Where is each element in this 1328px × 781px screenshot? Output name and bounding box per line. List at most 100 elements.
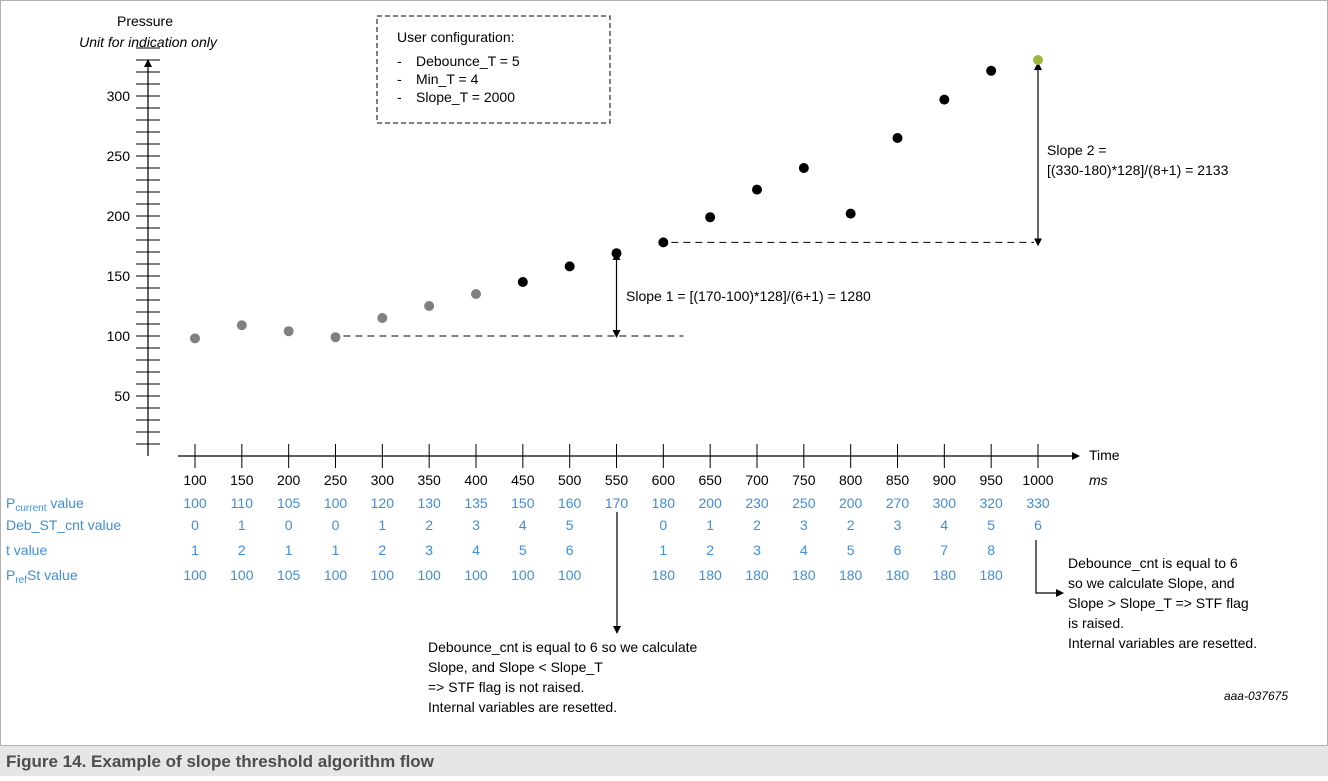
- table-cell-t-value: 6: [894, 542, 902, 558]
- table-cell-deb-st-cnt: 5: [987, 517, 995, 533]
- note2-connector: [1035, 540, 1064, 597]
- figure-id: aaa-037675: [1224, 689, 1288, 703]
- slope2-label-line1: Slope 2 =: [1047, 142, 1107, 158]
- data-table: Pcurrent value Deb_ST_cnt value t value …: [6, 495, 1050, 586]
- data-point: [283, 326, 294, 337]
- table-cell-pcurrent: 130: [417, 495, 441, 511]
- table-cell-t-value: 5: [519, 542, 527, 558]
- table-cell-pcurrent: 160: [558, 495, 582, 511]
- x-tick-label: 800: [839, 472, 863, 488]
- data-point: [986, 65, 997, 76]
- table-cell-deb-st-cnt: 2: [847, 517, 855, 533]
- config-dash-1: -: [397, 53, 402, 69]
- table-cell-prefst: 180: [792, 567, 816, 583]
- figure-frame: [0, 0, 1328, 746]
- table-cell-deb-st-cnt: 1: [706, 517, 714, 533]
- note1-line-3: => STF flag is not raised.: [428, 679, 584, 695]
- y-axis-title: Pressure: [117, 13, 173, 29]
- data-point: [564, 261, 575, 272]
- table-cell-prefst: 105: [277, 567, 301, 583]
- table-cell-deb-st-cnt: 0: [285, 517, 293, 533]
- table-cell-prefst: 100: [417, 567, 441, 583]
- x-tick-label: 750: [792, 472, 816, 488]
- row-label-pcurrent-sub: current: [15, 503, 46, 514]
- table-cell-pcurrent: 180: [652, 495, 676, 511]
- x-tick-label: 250: [324, 472, 348, 488]
- table-cell-prefst: 180: [839, 567, 863, 583]
- note1-line-4: Internal variables are resetted.: [428, 699, 617, 715]
- data-point: [424, 301, 435, 311]
- table-cell-prefst: 100: [230, 567, 254, 583]
- x-tick-label: 500: [558, 472, 582, 488]
- x-tick-label: 350: [417, 472, 441, 488]
- x-tick-label: 650: [698, 472, 722, 488]
- table-cell-prefst: 100: [371, 567, 395, 583]
- data-point: [1033, 55, 1043, 65]
- table-cell-pcurrent: 110: [231, 495, 254, 511]
- table-cell-deb-st-cnt: 3: [800, 517, 808, 533]
- table-cell-t-value: 1: [659, 542, 667, 558]
- data-point: [798, 163, 809, 173]
- table-cell-pcurrent: 200: [698, 495, 722, 511]
- table-cell-prefst: 180: [979, 567, 1003, 583]
- table-cell-pcurrent: 105: [277, 495, 301, 511]
- slope2-label-line2: [(330-180)*128]/(8+1) = 2133: [1047, 162, 1229, 178]
- table-cell-pcurrent: 300: [933, 495, 957, 511]
- note2-line-2: so we calculate Slope, and: [1068, 575, 1235, 591]
- row-label-pcurrent-main: P: [6, 495, 15, 511]
- y-tick-label: 100: [107, 328, 131, 344]
- config-item-2: Min_T = 4: [416, 71, 479, 87]
- x-tick-label: 950: [979, 472, 1003, 488]
- table-cell-deb-st-cnt: 5: [566, 517, 574, 533]
- table-cell-prefst: 180: [886, 567, 910, 583]
- table-cell-prefst: 100: [324, 567, 348, 583]
- table-cell-deb-st-cnt: 3: [894, 517, 902, 533]
- x-tick-label: 600: [652, 472, 676, 488]
- data-point: [517, 277, 528, 287]
- row-label-prefst-sub: ref: [15, 575, 27, 586]
- data-point: [705, 212, 716, 223]
- note2-line-5: Internal variables are resetted.: [1068, 635, 1257, 651]
- table-cell-pcurrent: 100: [183, 495, 207, 511]
- table-cell-deb-st-cnt: 4: [519, 517, 527, 533]
- note2-line-1: Debounce_cnt is equal to 6: [1068, 555, 1238, 571]
- table-cell-pcurrent: 320: [979, 495, 1003, 511]
- x-tick-label: 200: [277, 472, 301, 488]
- table-cell-t-value: 4: [472, 542, 480, 558]
- data-point: [658, 237, 669, 248]
- data-point: [471, 289, 481, 299]
- table-cell-t-value: 8: [987, 542, 995, 558]
- table-cell-pcurrent: 120: [371, 495, 395, 511]
- row-label-prefst-main: P: [6, 567, 15, 583]
- table-cell-pcurrent: 150: [511, 495, 535, 511]
- y-axis-subtitle: Unit for indication only: [79, 34, 218, 50]
- row-label-deb-st-cnt: Deb_ST_cnt value: [6, 517, 121, 533]
- data-points: [190, 55, 1043, 344]
- table-cell-deb-st-cnt: 0: [191, 517, 199, 533]
- table-cell-pcurrent: 250: [792, 495, 816, 511]
- data-point: [330, 332, 341, 343]
- row-label-t-value: t value: [6, 542, 47, 558]
- config-dash-3: -: [397, 89, 402, 105]
- slope1-label: Slope 1 = [(170-100)*128]/(6+1) = 1280: [626, 288, 871, 304]
- data-point: [611, 248, 622, 259]
- table-cell-pcurrent: 135: [464, 495, 488, 511]
- table-cell-deb-st-cnt: 1: [378, 517, 386, 533]
- table-cell-pcurrent: 100: [324, 495, 348, 511]
- row-label-prefst-rest: St value: [27, 567, 78, 583]
- table-cell-prefst: 100: [183, 567, 207, 583]
- x-tick-label: 450: [511, 472, 535, 488]
- table-cell-deb-st-cnt: 0: [332, 517, 340, 533]
- data-point: [752, 184, 762, 195]
- table-cell-prefst: 180: [652, 567, 676, 583]
- note2-line-4: is raised.: [1068, 615, 1124, 631]
- table-cell-t-value: 6: [566, 542, 574, 558]
- y-tick-label: 200: [107, 208, 131, 224]
- y-axis-ticks: 50 100 150 200 250 300: [107, 47, 160, 445]
- table-cell-t-value: 7: [940, 542, 948, 558]
- x-tick-label: 550: [605, 472, 629, 488]
- x-tick-label: 100: [183, 472, 207, 488]
- x-tick-label: 700: [745, 472, 769, 488]
